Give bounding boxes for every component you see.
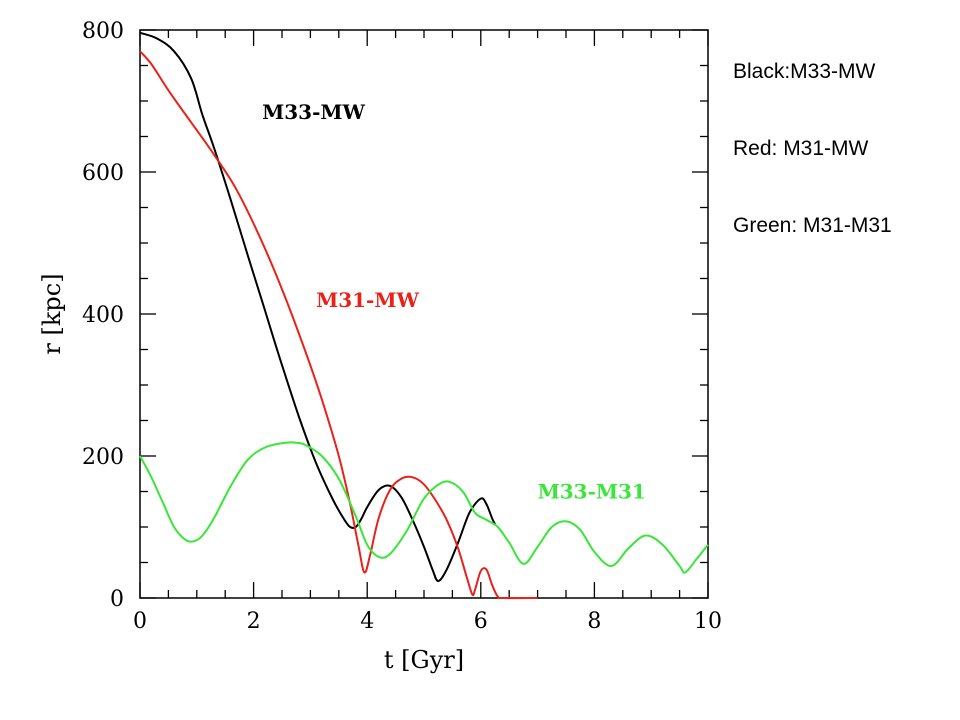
plot-frame bbox=[139, 29, 709, 599]
y-tick-label: 800 bbox=[82, 19, 124, 44]
x-tick-label: 6 bbox=[474, 609, 488, 634]
y-tick-label: 600 bbox=[82, 161, 124, 186]
legend-note-green: Green: M31-M31 bbox=[733, 214, 892, 237]
x-tick-label: 0 bbox=[133, 609, 147, 634]
tick-marks bbox=[139, 29, 709, 599]
series-lines bbox=[139, 31, 709, 600]
series-annotations: M33-MW M31-MW M33-M31 bbox=[262, 100, 646, 504]
series-label-m31-mw: M31-MW bbox=[316, 288, 419, 312]
y-axis-title: r [kpc] bbox=[38, 273, 66, 354]
x-tick-label: 8 bbox=[587, 609, 601, 634]
series-line-m31-mw bbox=[139, 50, 538, 600]
y-tick-label: 0 bbox=[110, 587, 124, 612]
tick-labels: 0 2 4 6 8 10 0 200 400 600 800 bbox=[82, 19, 722, 634]
x-axis-title: t [Gyr] bbox=[384, 646, 464, 674]
x-tick-label: 10 bbox=[694, 609, 722, 634]
x-tick-label: 2 bbox=[247, 609, 261, 634]
series-label-m33-mw: M33-MW bbox=[262, 100, 365, 124]
series-label-m33-m31: M33-M31 bbox=[538, 480, 646, 504]
y-tick-label: 200 bbox=[82, 445, 124, 470]
y-tick-label: 400 bbox=[82, 303, 124, 328]
legend-note-black: Black:M33-MW bbox=[733, 60, 876, 83]
series-line-m33-m31 bbox=[139, 441, 709, 574]
legend-note-red: Red: M31-MW bbox=[733, 137, 869, 160]
x-tick-label: 4 bbox=[360, 609, 374, 634]
